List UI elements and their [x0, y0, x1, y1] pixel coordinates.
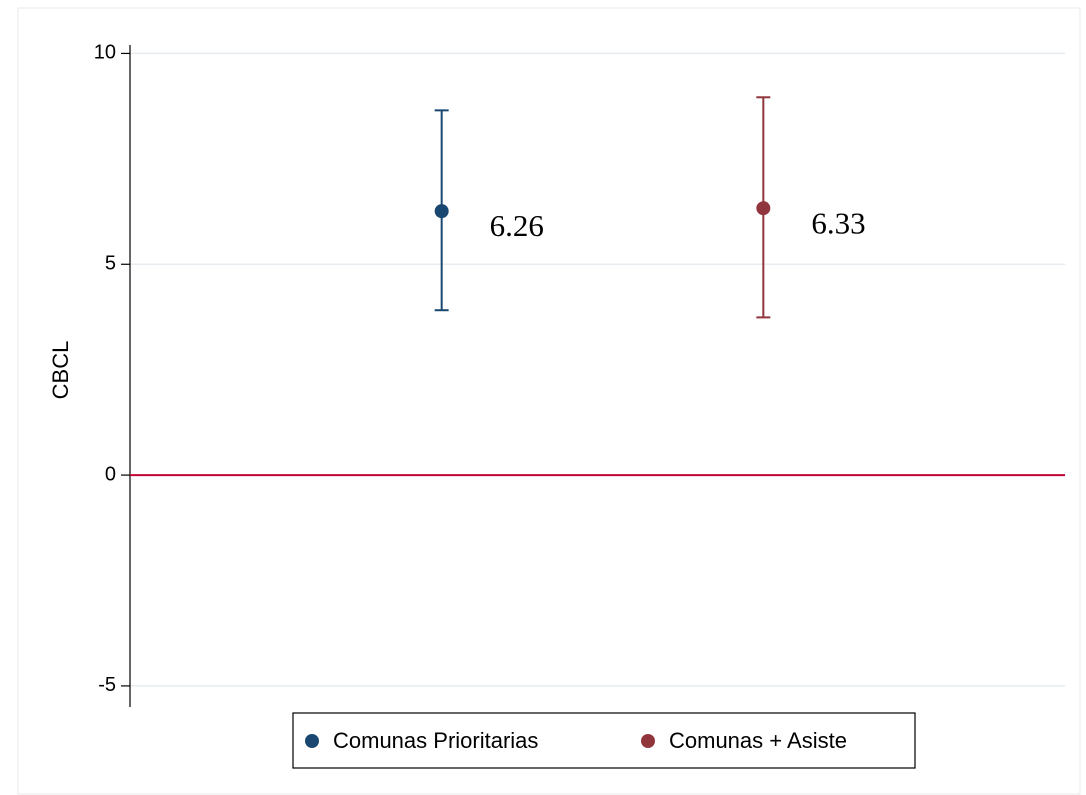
chart-frame [17, 7, 1081, 795]
legend-marker [641, 734, 655, 748]
y-tick-label: 5 [105, 253, 116, 275]
legend-label: Comunas Prioritarias [333, 728, 538, 753]
legend-box [292, 712, 916, 769]
point [434, 204, 449, 219]
y-tick-label: 0 [105, 463, 116, 485]
value-label: 6.33 [811, 205, 865, 240]
value-label: 6.26 [490, 208, 544, 243]
y-tick-label: 10 [94, 42, 116, 64]
legend-label: Comunas + Asiste [669, 728, 847, 753]
point [756, 201, 771, 216]
y-axis-label: CBCL [48, 341, 73, 400]
legend-marker [305, 734, 319, 748]
y-tick-label: -5 [98, 674, 116, 696]
